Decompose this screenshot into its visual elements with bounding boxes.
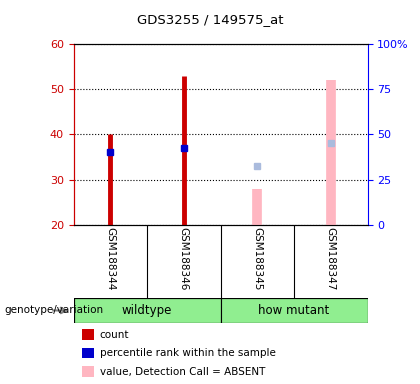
Text: GDS3255 / 149575_at: GDS3255 / 149575_at — [137, 13, 283, 26]
Bar — [74, 298, 220, 323]
Text: how mutant: how mutant — [258, 304, 330, 317]
Text: GSM188347: GSM188347 — [326, 227, 336, 290]
Bar — [220, 298, 368, 323]
Text: count: count — [100, 330, 129, 340]
Text: GSM188345: GSM188345 — [252, 227, 262, 290]
Text: GSM188344: GSM188344 — [105, 227, 115, 290]
Text: GSM188346: GSM188346 — [179, 227, 189, 290]
Text: value, Detection Call = ABSENT: value, Detection Call = ABSENT — [100, 367, 265, 377]
Text: genotype/variation: genotype/variation — [4, 305, 103, 316]
Text: wildtype: wildtype — [122, 304, 172, 317]
Text: percentile rank within the sample: percentile rank within the sample — [100, 348, 276, 358]
